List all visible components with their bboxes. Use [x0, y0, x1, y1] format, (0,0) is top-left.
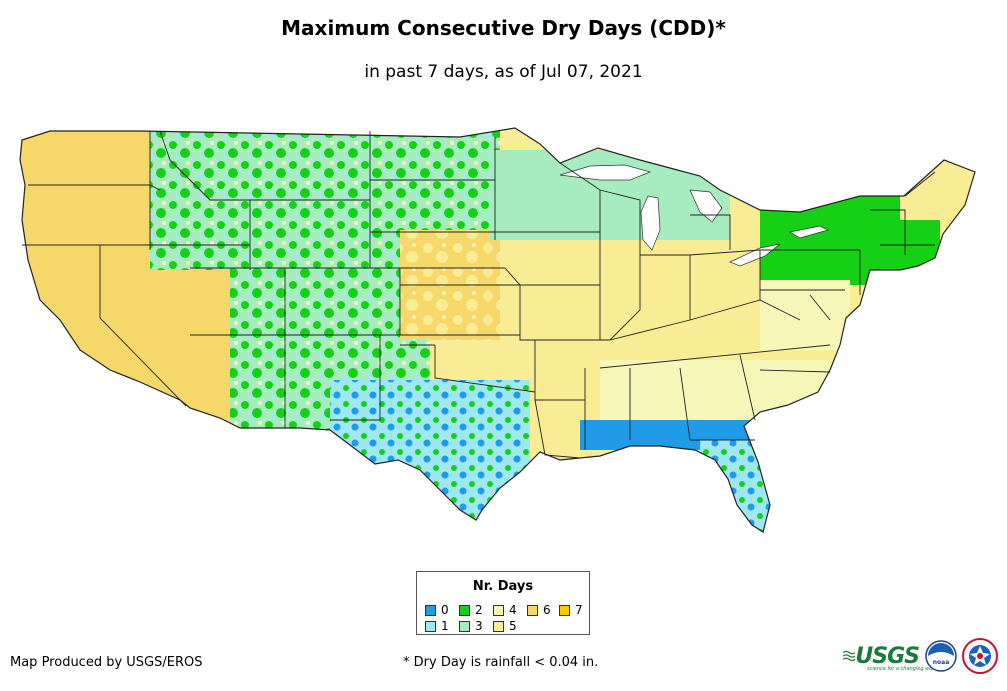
- legend: Nr. Days 0 1 2 3 4 5 6 7: [416, 571, 590, 635]
- florida-region: [700, 440, 780, 532]
- legend-label: 5: [509, 619, 517, 633]
- legend-swatch: [527, 604, 538, 616]
- map-subtitle: in past 7 days, as of Jul 07, 2021: [364, 62, 643, 82]
- legend-label: 3: [475, 619, 483, 633]
- legend-item-2: 2: [459, 603, 483, 617]
- texas-region: [330, 380, 530, 530]
- footnote-text: * Dry Day is rainfall < 0.04 in.: [403, 655, 599, 670]
- mid-atlantic-region: [760, 280, 850, 350]
- state-boundaries: [22, 130, 936, 459]
- noaa-logo-icon: noaa: [925, 640, 957, 672]
- usgs-wave-icon: [843, 650, 856, 662]
- legend-swatch: [559, 604, 570, 616]
- legend-item-4: 4: [493, 603, 517, 617]
- legend-label: 1: [441, 619, 449, 633]
- legend-swatch: [425, 604, 436, 616]
- legend-swatch: [425, 620, 436, 632]
- legend-swatch: [493, 620, 504, 632]
- lake-ontario: [789, 225, 829, 239]
- legend-item-1: 1: [425, 619, 449, 633]
- nws-logo-icon: [962, 638, 998, 674]
- legend-item-7: 7: [559, 603, 583, 617]
- legend-label: 2: [475, 603, 483, 617]
- legend-item-6: 6: [527, 603, 551, 617]
- midwest-region: [500, 230, 760, 360]
- noaa-logo-text: noaa: [933, 659, 950, 666]
- us-outline: [19, 127, 976, 533]
- legend-swatch: [459, 604, 470, 616]
- lake-superior: [559, 164, 652, 181]
- legend-item-0: 0: [425, 603, 449, 617]
- legend-item-5: 5: [493, 619, 517, 633]
- legend-label: 6: [543, 603, 551, 617]
- legend-label: 0: [441, 603, 449, 617]
- usgs-tagline: science for a changing world: [867, 666, 939, 672]
- legend-label: 7: [575, 603, 583, 617]
- legend-item-3: 3: [459, 619, 483, 633]
- legend-title: Nr. Days: [472, 579, 534, 594]
- usgs-logo-text: USGS: [855, 643, 920, 669]
- legend-swatch: [493, 604, 504, 616]
- legend-label: 4: [509, 603, 517, 617]
- new-england-region: [900, 150, 975, 220]
- legend-swatch: [459, 620, 470, 632]
- lake-michigan: [640, 195, 661, 251]
- map-title: Maximum Consecutive Dry Days (CDD)*: [281, 16, 726, 40]
- credit-text: Map Produced by USGS/EROS: [10, 655, 203, 670]
- usgs-logo-icon: USGS science for a changing world: [843, 641, 939, 672]
